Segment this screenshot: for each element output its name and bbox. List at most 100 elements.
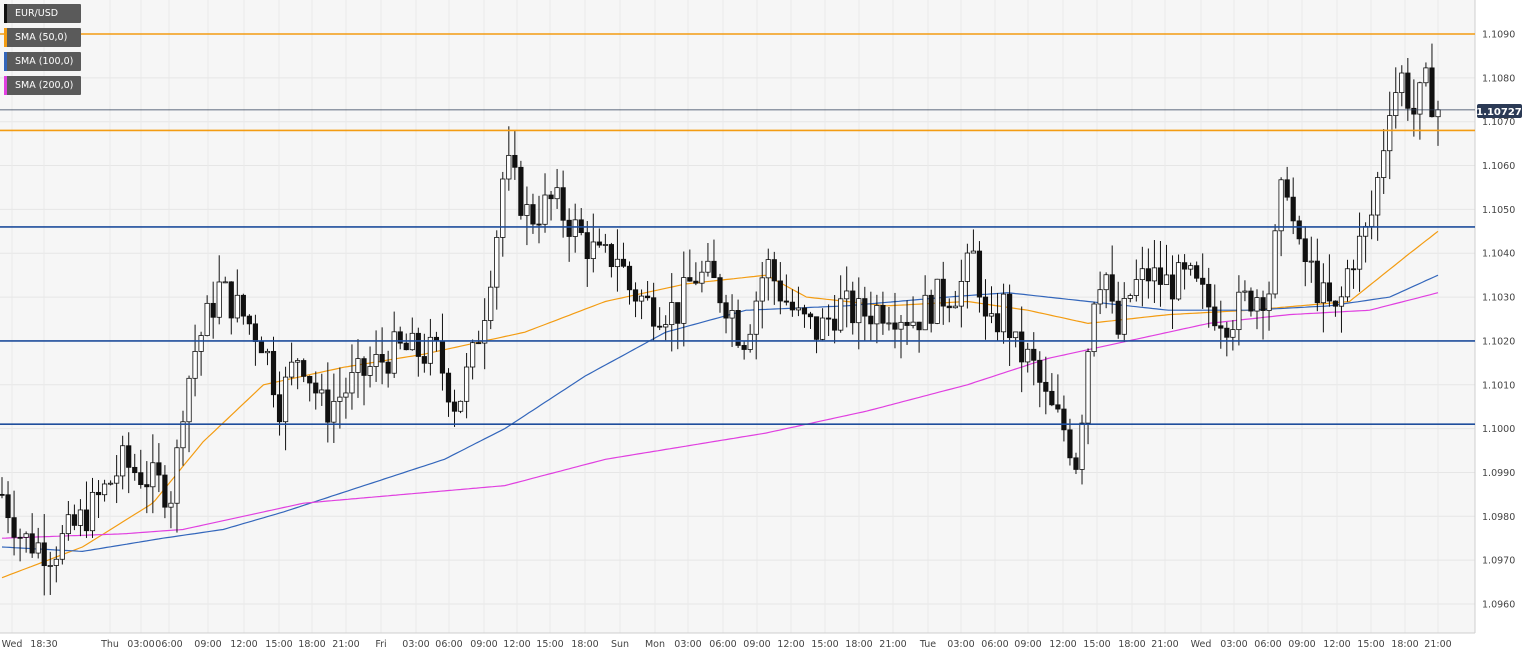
candle-body	[1019, 331, 1025, 363]
candle	[753, 291, 759, 360]
candle	[1127, 293, 1133, 303]
candle-body	[180, 421, 186, 449]
y-tick-label: 1.0980	[1482, 512, 1515, 523]
candle-body	[156, 462, 162, 476]
candle	[108, 480, 114, 486]
candle-body	[922, 294, 928, 331]
candle	[500, 171, 506, 257]
candle-body	[1423, 67, 1429, 84]
candle-body	[1435, 109, 1441, 118]
candle-body	[880, 305, 886, 324]
candle	[59, 525, 65, 565]
candle-body	[657, 325, 663, 328]
candle	[301, 358, 307, 383]
candle-body	[325, 389, 331, 423]
candle	[632, 282, 639, 318]
x-tick-label: 06:00	[155, 639, 182, 650]
candle-body	[162, 474, 168, 508]
candle-body	[1139, 268, 1145, 281]
candle	[1375, 171, 1381, 241]
candle-body	[783, 300, 789, 303]
candle	[862, 286, 868, 341]
x-tick-label: 09:00	[743, 639, 770, 650]
candle-body	[11, 517, 17, 538]
x-tick-label: Fri	[375, 639, 386, 650]
candle	[651, 282, 657, 341]
candle-body	[1362, 225, 1369, 237]
candle-body	[1230, 329, 1236, 338]
candle-body	[192, 351, 198, 379]
candle-body	[1163, 274, 1170, 285]
legend-label-sma200: SMA (200,0)	[15, 80, 74, 91]
candle-body	[1085, 351, 1091, 424]
candle-body	[252, 323, 259, 342]
x-tick-label: 18:00	[298, 639, 325, 650]
candle-body	[518, 166, 524, 216]
x-tick-label: Sun	[611, 639, 629, 650]
candle-body	[970, 250, 977, 254]
candle-body	[482, 320, 488, 344]
candle-body	[1284, 179, 1290, 198]
candle	[331, 373, 337, 443]
legend-item-price[interactable]: EUR/USD	[4, 4, 82, 23]
candle-body	[427, 336, 433, 364]
candle	[1133, 259, 1139, 302]
candle	[711, 239, 717, 279]
candle-body	[1181, 262, 1188, 270]
x-tick-label: 03:00	[127, 639, 154, 650]
legend-item-sma200[interactable]: SMA (200,0)	[4, 76, 82, 95]
candle-body	[114, 475, 120, 484]
candle	[1272, 224, 1278, 299]
candle	[228, 281, 234, 335]
candle-body	[95, 491, 102, 496]
candle-body	[584, 232, 590, 260]
candle	[89, 477, 96, 538]
candle-body	[301, 360, 307, 377]
candle-body	[693, 280, 699, 284]
last-price-label: 1.10727	[1476, 107, 1522, 118]
candle	[886, 306, 892, 331]
x-tick-label: 03:00	[674, 639, 701, 650]
candle-body	[1272, 230, 1278, 295]
candle	[162, 465, 168, 519]
candle-body	[1302, 238, 1308, 263]
candle	[451, 389, 458, 427]
candle	[343, 377, 349, 419]
x-tick-label: Tue	[919, 639, 936, 650]
candle	[1163, 244, 1170, 285]
candle	[928, 289, 934, 333]
candle	[415, 327, 421, 377]
candle	[1284, 166, 1290, 201]
candle-body	[1194, 265, 1200, 279]
candle-body	[397, 331, 403, 344]
candle-body	[1061, 408, 1067, 431]
legend-item-sma100[interactable]: SMA (100,0)	[4, 52, 82, 71]
candle	[373, 330, 379, 382]
candle-body	[1236, 291, 1242, 331]
candle	[1350, 259, 1357, 289]
x-tick-label: 12:00	[777, 639, 804, 650]
candle-body	[174, 447, 180, 504]
candle	[904, 300, 910, 345]
candle	[120, 435, 126, 490]
legend-label-sma100: SMA (100,0)	[15, 56, 74, 67]
legend-item-sma50[interactable]: SMA (50,0)	[4, 28, 82, 47]
last-price-tag-bg	[1477, 104, 1522, 118]
candle-body	[892, 322, 898, 330]
candle	[982, 279, 989, 340]
candle	[5, 481, 11, 534]
candle	[1405, 58, 1411, 121]
candle-body	[669, 302, 675, 325]
candle-body	[699, 271, 705, 284]
candle	[71, 504, 78, 531]
candle	[548, 190, 554, 221]
candle-body	[747, 333, 753, 350]
candle-body	[101, 483, 108, 496]
candle	[626, 261, 633, 305]
candle-body	[1296, 220, 1302, 240]
y-tick-label: 1.1080	[1482, 73, 1515, 84]
candle	[234, 269, 240, 323]
candle	[289, 342, 295, 386]
candle	[590, 213, 596, 273]
candle-body	[1133, 279, 1139, 296]
